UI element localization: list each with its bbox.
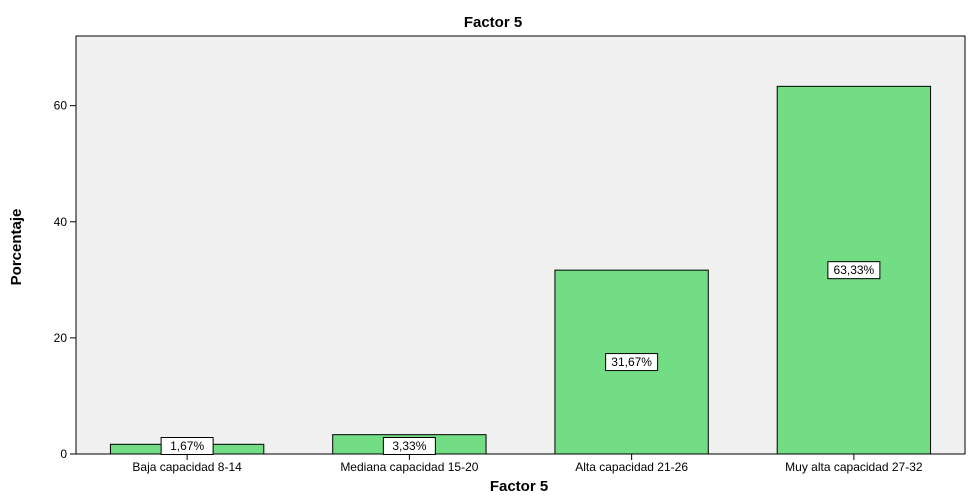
data-label-box [605,353,659,372]
y-tick-label: 20 [54,331,68,345]
y-axis-title: Porcentaje [8,209,25,286]
x-tick-label: Mediana capacidad 15-20 [340,460,478,474]
data-label: 1,67% [160,437,214,455]
y-tick-label: 60 [54,99,68,113]
data-label-text: 31,67% [611,355,652,369]
x-axis-title: Factor 5 [490,478,548,495]
data-label-box [160,437,214,455]
data-label-box [382,437,436,455]
x-tick-label: Baja capacidad 8-14 [132,460,242,474]
data-label: 63,33% [827,261,881,280]
x-tick-label: Alta capacidad 21-26 [575,460,688,474]
data-label-box [827,261,881,280]
data-label: 31,67% [605,353,659,372]
x-tick-label: Muy alta capacidad 27-32 [785,460,923,474]
y-tick-label: 0 [60,447,67,461]
data-label-text: 3,33% [392,439,426,453]
data-labels-layer: 1,67% 3,33% 31,67% 63,33% [160,261,881,455]
y-axis: 0 20 40 60 [54,36,77,461]
chart-title: Factor 5 [464,14,522,31]
data-label-text: 1,67% [170,439,204,453]
y-tick-label: 40 [54,215,68,229]
data-label-text: 63,33% [834,263,875,277]
x-axis: Baja capacidad 8-14 Mediana capacidad 15-… [76,453,965,474]
data-label: 3,33% [382,437,436,455]
bar [554,269,709,455]
